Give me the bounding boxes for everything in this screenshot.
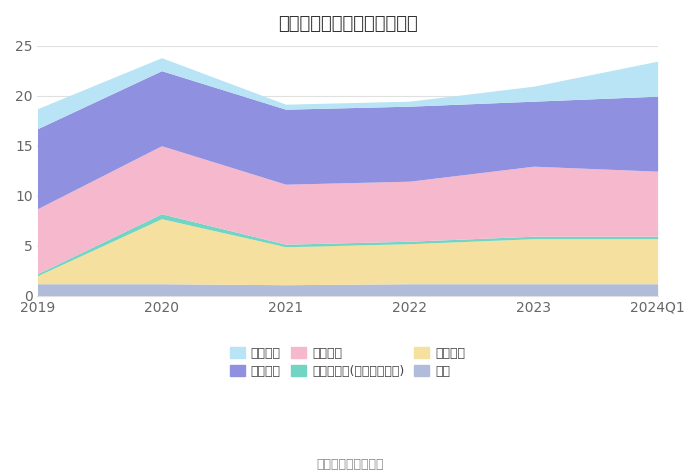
Legend: 短期借款, 应付票据, 应付账款, 其他应付款(含利息和股利), 应付债券, 其它: 短期借款, 应付票据, 应付账款, 其他应付款(含利息和股利), 应付债券, 其… <box>225 342 470 383</box>
Title: 历年主要负债堆积图（亿元）: 历年主要负债堆积图（亿元） <box>278 15 417 33</box>
Text: 数据来源：恒生聚源: 数据来源：恒生聚源 <box>316 458 384 471</box>
